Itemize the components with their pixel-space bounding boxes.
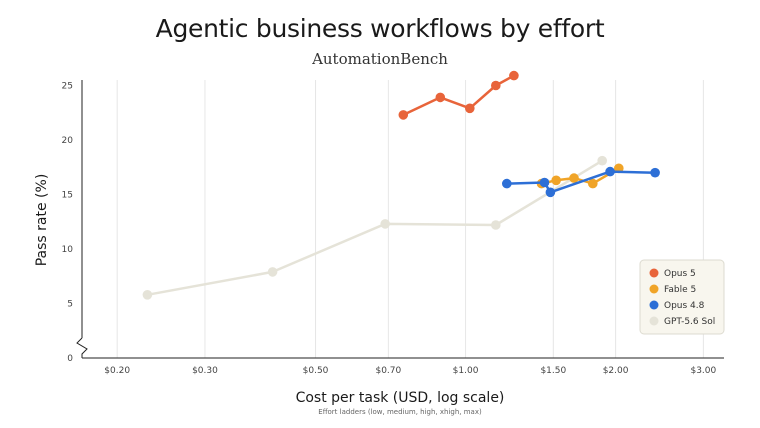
legend-marker — [649, 284, 659, 294]
legend-marker — [649, 300, 659, 310]
data-point — [605, 166, 615, 177]
data-point — [597, 155, 607, 166]
y-tick-label: 10 — [62, 245, 74, 255]
data-point — [545, 187, 556, 198]
x-axis-note: Effort ladders (low, medium, high, xhigh… — [318, 408, 482, 416]
y-tick-label: 15 — [62, 190, 73, 200]
x-tick-label: $1.00 — [453, 366, 479, 376]
data-point — [398, 110, 409, 120]
x-tick-label: $0.20 — [104, 366, 130, 376]
series-0 — [398, 70, 519, 120]
series-line — [147, 159, 603, 297]
data-point — [509, 70, 519, 81]
legend: Opus 5 Fable 5 Opus 4.8 GPT-5.6 Sol — [639, 259, 725, 335]
legend-label: Opus 5 — [664, 269, 696, 279]
axes — [76, 80, 724, 359]
legend-label: Fable 5 — [664, 285, 696, 295]
data-point — [588, 178, 598, 189]
y-tick-label: 5 — [67, 299, 73, 309]
data-point — [551, 175, 561, 186]
data-point — [650, 167, 660, 178]
grid-lines — [116, 80, 704, 358]
x-tick-label: $2.00 — [603, 366, 629, 376]
data-point — [142, 290, 153, 300]
data-point — [491, 80, 501, 91]
legend-marker — [649, 316, 659, 326]
x-tick-label: $3.00 — [690, 366, 716, 376]
legend-box — [639, 259, 725, 335]
x-tick-label: $0.30 — [192, 366, 218, 376]
y-tick-label: 0 — [67, 354, 73, 364]
data-point — [435, 92, 446, 103]
y-tick-label: 20 — [62, 136, 74, 146]
series — [142, 70, 660, 300]
chart-title: Agentic business workflows by effort — [155, 14, 605, 43]
series-3 — [142, 155, 607, 300]
data-point — [465, 103, 475, 114]
y-axis-title: Pass rate (%) — [34, 174, 50, 267]
data-point — [502, 178, 512, 189]
x-tick-label: $0.70 — [375, 366, 401, 376]
y-tick-label: 25 — [62, 81, 73, 91]
legend-label: GPT-5.6 Sol — [664, 317, 715, 327]
data-point — [380, 219, 391, 229]
data-point — [569, 173, 579, 183]
data-point — [267, 267, 278, 277]
tick-labels: $0.20 $0.30 $0.50 $0.70 $1.00 $1.50 $2.00 $3.00… — [62, 81, 717, 376]
data-point — [539, 177, 550, 188]
legend-label: Opus 4.8 — [664, 301, 705, 311]
series-2 — [502, 166, 660, 198]
chart-subtitle: AutomationBench — [312, 50, 448, 68]
y-axis-break — [76, 337, 88, 358]
legend-marker — [649, 268, 659, 278]
x-axis-title: Cost per task (USD, log scale) — [296, 390, 505, 406]
x-tick-label: $1.50 — [540, 366, 566, 376]
data-point — [491, 220, 501, 230]
x-tick-label: $0.50 — [303, 366, 329, 376]
